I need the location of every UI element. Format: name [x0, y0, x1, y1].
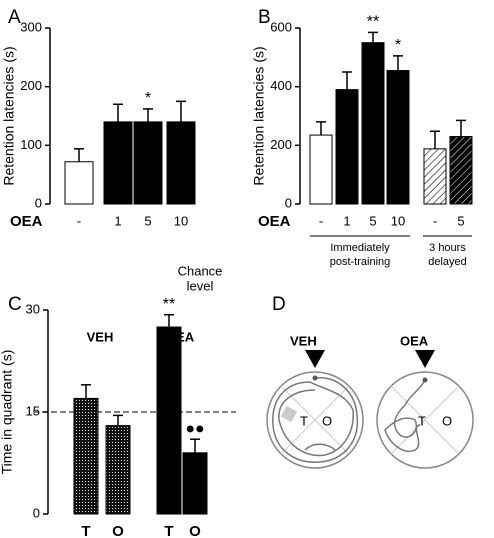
y-axis-label: Retention latencies (s)	[251, 46, 267, 185]
bar	[335, 89, 359, 205]
y-tick-label: 200	[270, 137, 292, 152]
y-tick-label: 200	[20, 78, 42, 93]
bar	[156, 326, 182, 515]
x-tick-label: T	[81, 523, 90, 538]
y-tick-label: 0	[285, 195, 292, 210]
reference-label: Chance	[178, 263, 223, 278]
annotation: **	[163, 296, 175, 313]
x-tick-label: -	[319, 213, 323, 228]
bar	[386, 70, 410, 205]
x-axis-label: OEA	[10, 213, 43, 230]
group-label: 3 hours	[429, 242, 466, 254]
x-tick-label: 5	[369, 213, 376, 228]
panel-label: D	[272, 294, 286, 315]
y-tick-label: 0	[35, 195, 42, 210]
maze-veh	[266, 350, 364, 469]
bar	[133, 121, 163, 205]
group-label: post-training	[330, 256, 391, 268]
panel-label: A	[8, 7, 21, 28]
y-tick-label: 400	[270, 78, 292, 93]
annotation: ●●	[185, 420, 204, 437]
bar	[361, 42, 385, 205]
bar	[105, 425, 131, 515]
quadrant-label: O	[442, 413, 452, 428]
maze-oea	[376, 350, 474, 469]
y-tick-label: 600	[270, 19, 292, 34]
x-tick-label: O	[189, 523, 201, 538]
group-label: delayed	[428, 256, 467, 268]
bar	[449, 136, 473, 205]
panel-label: B	[258, 7, 271, 28]
quadrant-label: T	[418, 413, 426, 428]
bar	[73, 397, 99, 515]
group-label: OEA	[166, 329, 195, 344]
x-axis-label: OEA	[258, 213, 291, 230]
x-tick-label: -	[77, 213, 81, 228]
group-label: Immediately	[330, 242, 390, 254]
x-tick-label: 10	[391, 213, 405, 228]
y-tick-label: 15	[26, 403, 40, 418]
y-tick-label: 30	[26, 301, 40, 316]
x-tick-label: 1	[114, 213, 121, 228]
x-tick-label: 10	[174, 213, 188, 228]
annotation: *	[395, 37, 401, 54]
bar	[166, 121, 196, 205]
x-tick-label: 5	[144, 213, 151, 228]
quadrant-label: O	[322, 413, 332, 428]
x-tick-label: 5	[457, 213, 464, 228]
x-tick-label: -	[433, 213, 437, 228]
y-tick-label: 300	[20, 19, 42, 34]
y-axis-label: Retention latencies (s)	[1, 46, 17, 185]
map-title: OEA	[400, 333, 429, 348]
bar	[64, 161, 94, 205]
bar	[103, 121, 133, 205]
x-tick-label: 1	[343, 213, 350, 228]
annotation: **	[367, 14, 379, 31]
map-title: VEH	[290, 333, 317, 348]
y-tick-label: 0	[33, 505, 40, 520]
panel-d: D VEH T O OEA T O	[266, 294, 474, 469]
bar	[182, 452, 208, 515]
quadrant-label: T	[300, 413, 308, 428]
x-tick-label: T	[164, 523, 173, 538]
group-label: VEH	[87, 329, 114, 344]
panel-label: C	[8, 294, 22, 315]
y-axis-label: Time in quadrant (s)	[0, 350, 15, 475]
y-tick-label: 100	[20, 137, 42, 152]
bar	[309, 134, 333, 205]
annotation: *	[145, 90, 151, 107]
bar	[423, 148, 447, 205]
reference-label: level	[187, 278, 214, 293]
x-tick-label: O	[112, 523, 124, 538]
